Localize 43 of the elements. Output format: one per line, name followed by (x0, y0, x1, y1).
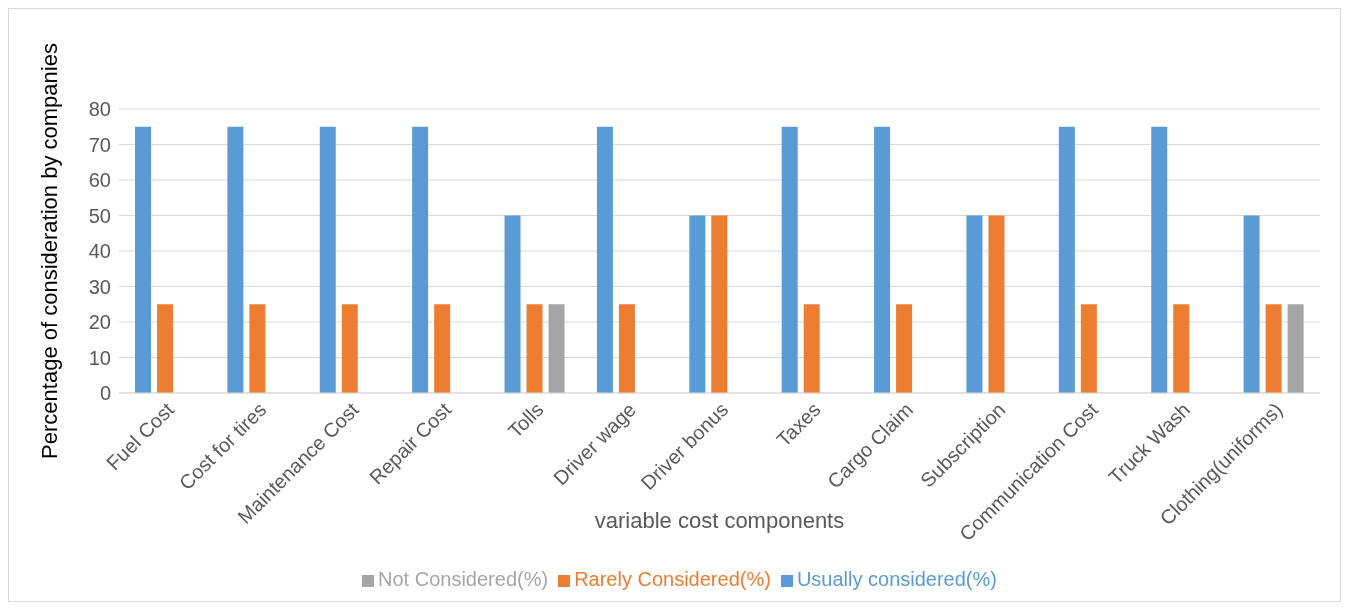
bar (434, 304, 451, 393)
bar (1287, 304, 1304, 393)
bar (135, 126, 151, 393)
bar (1243, 215, 1260, 393)
x-tick-label: Tolls (503, 398, 548, 443)
bar (781, 126, 798, 393)
bar (504, 215, 521, 393)
legend-label: Rarely Considered(%) (574, 568, 771, 590)
y-tick-label: 40 (88, 240, 111, 263)
y-tick-label: 60 (88, 169, 111, 192)
y-tick-label: 20 (88, 311, 111, 334)
bar (526, 304, 543, 393)
bar (157, 304, 173, 393)
bar (341, 304, 358, 393)
bar (1151, 126, 1168, 393)
legend-label: Not Considered(%) (378, 568, 549, 590)
y-tick-label: 0 (99, 382, 111, 405)
bar (988, 215, 1005, 393)
y-tick-label: 80 (88, 98, 111, 121)
bar (548, 304, 565, 393)
bar (689, 215, 706, 393)
bar (874, 126, 891, 393)
bar (227, 126, 244, 393)
bar (1265, 304, 1282, 393)
legend-label: Usually considered(%) (796, 568, 997, 590)
bar (896, 304, 913, 393)
bar (803, 304, 820, 393)
bar (966, 215, 983, 393)
bar (596, 126, 613, 393)
bar (249, 304, 266, 393)
bar (618, 304, 635, 393)
y-tick-label: 10 (88, 346, 111, 369)
bar (319, 126, 336, 393)
x-axis-title: variable cost components (594, 508, 845, 533)
y-tick-label: 50 (88, 204, 111, 227)
y-tick-label: 70 (88, 133, 111, 156)
y-tick-label: 30 (88, 275, 111, 298)
bar (1173, 304, 1190, 393)
bar (1080, 304, 1097, 393)
y-axis-title: Percentage of consideration by companies (36, 43, 62, 459)
bar (711, 215, 728, 393)
bar (1058, 126, 1075, 393)
bar (412, 126, 429, 393)
